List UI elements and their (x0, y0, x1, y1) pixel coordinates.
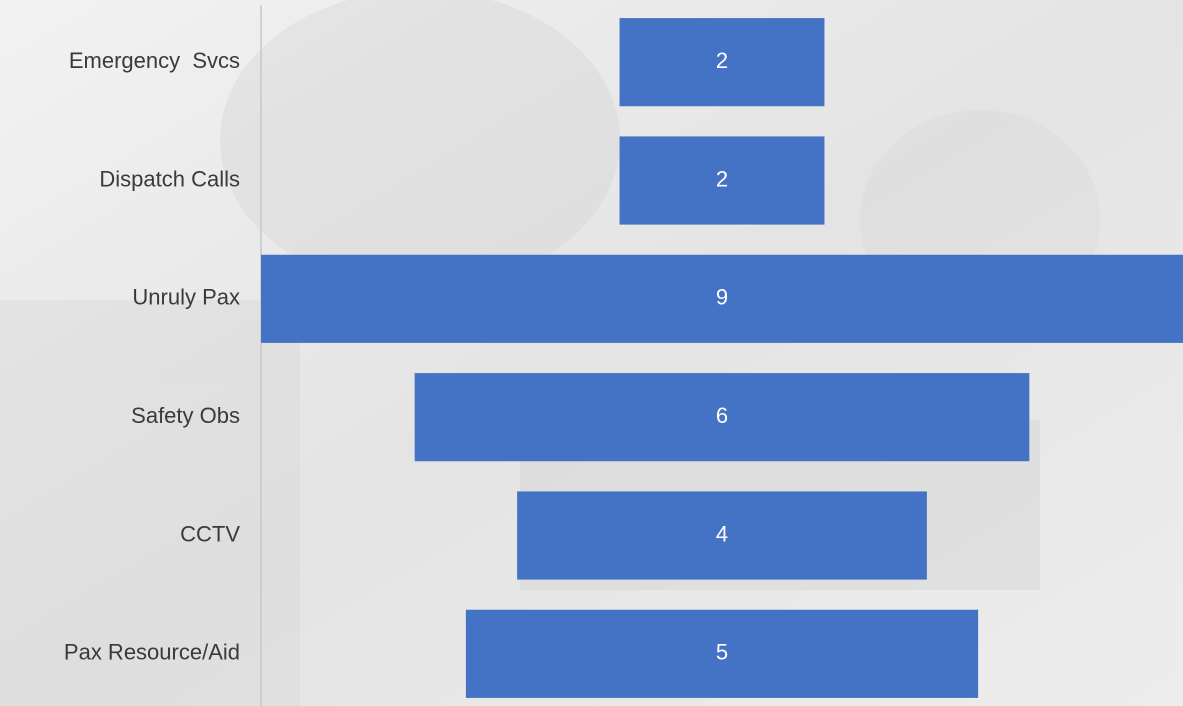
category-label: Emergency Svcs (69, 48, 240, 73)
category-label: Pax Resource/Aid (64, 640, 240, 665)
bar (517, 491, 927, 580)
category-label: Safety Obs (131, 403, 240, 428)
bar (619, 136, 825, 225)
value-label: 5 (716, 640, 728, 665)
category-label: Unruly Pax (132, 285, 240, 310)
category-label: CCTV (180, 521, 240, 546)
value-label: 2 (716, 48, 728, 73)
bar (261, 254, 1183, 343)
value-label: 4 (716, 521, 728, 546)
bar (414, 373, 1030, 462)
value-label: 9 (716, 285, 728, 310)
value-label: 2 (716, 166, 728, 191)
value-label: 6 (716, 403, 728, 428)
bar (465, 609, 979, 698)
bar (619, 18, 825, 107)
category-label: Dispatch Calls (99, 166, 240, 191)
